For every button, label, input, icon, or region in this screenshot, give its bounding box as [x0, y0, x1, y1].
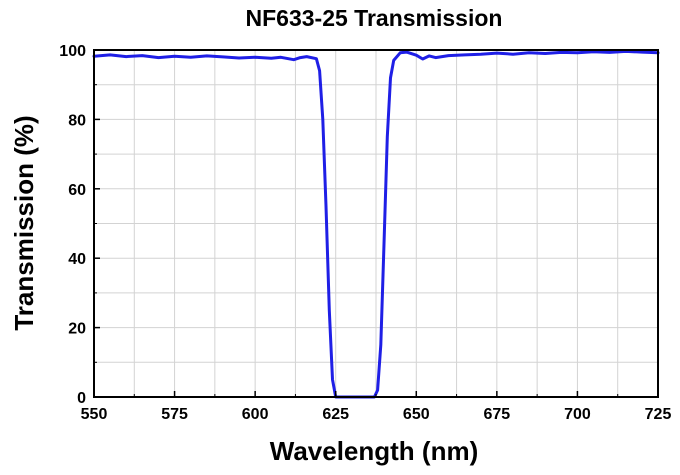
- y-tick-label: 100: [59, 43, 86, 60]
- y-axis-title: Transmission (%): [9, 115, 39, 330]
- x-tick-label: 575: [161, 406, 188, 423]
- y-tick-label: 20: [68, 321, 86, 338]
- x-tick-label: 675: [484, 406, 511, 423]
- y-tick-label: 0: [77, 390, 86, 407]
- y-tick-label: 40: [68, 251, 86, 268]
- x-tick-label: 600: [242, 406, 269, 423]
- x-tick-label: 725: [645, 406, 672, 423]
- x-tick-label: 625: [322, 406, 349, 423]
- grid-layer: [94, 50, 658, 397]
- y-tick-label: 60: [68, 182, 86, 199]
- x-tick-label: 650: [403, 406, 430, 423]
- x-axis-title: Wavelength (nm): [270, 436, 478, 466]
- chart-title: NF633-25 Transmission: [246, 5, 503, 31]
- y-tick-label: 80: [68, 112, 86, 129]
- x-tick-label: 700: [564, 406, 591, 423]
- ticks-layer: 550 575 600 625 650 675 700 725 0 20 40 60 80 100: [59, 43, 671, 423]
- x-tick-label: 550: [81, 406, 108, 423]
